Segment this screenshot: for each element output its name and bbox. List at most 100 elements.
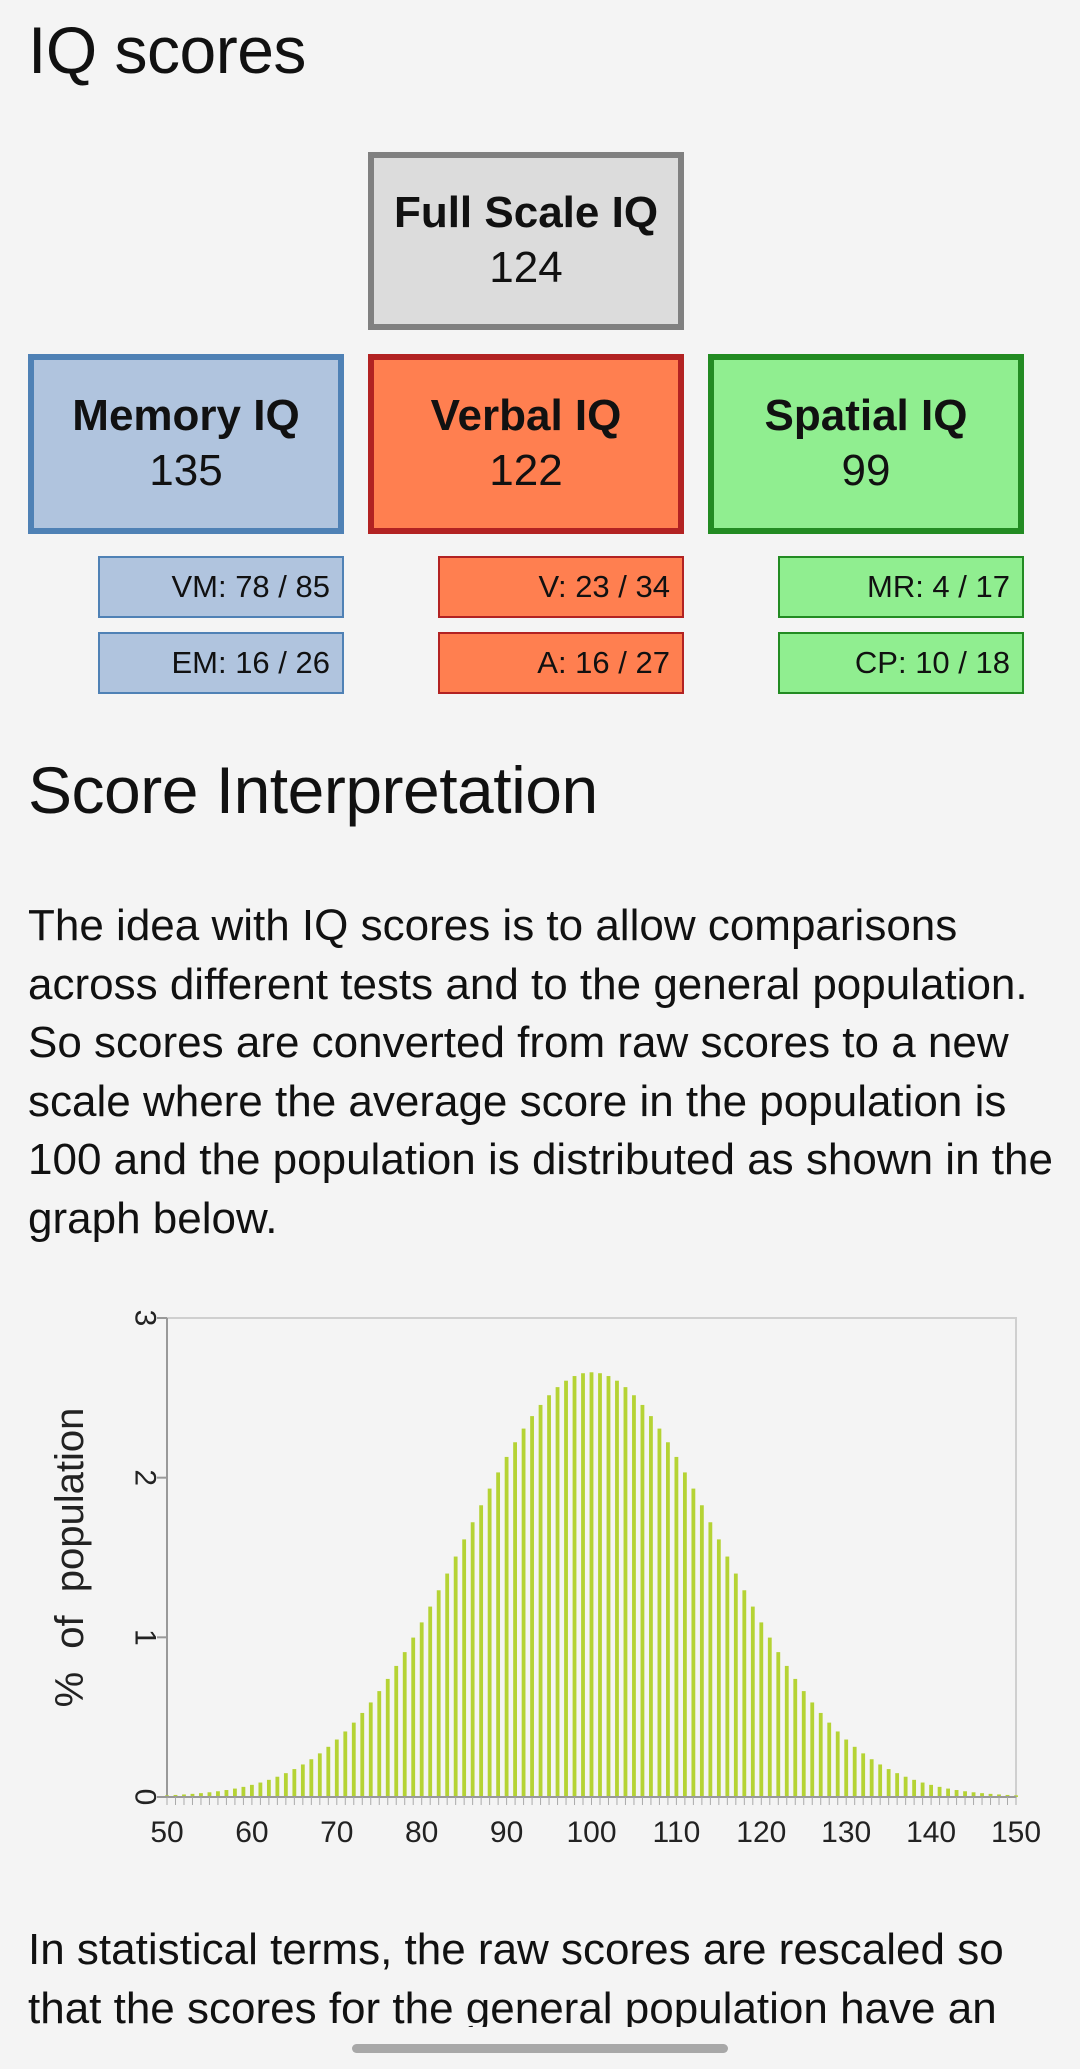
chart-bar-123	[784, 1665, 789, 1797]
chart-bar-97	[564, 1380, 568, 1797]
chart-bar-96	[555, 1387, 560, 1797]
x-tick-label: 110	[652, 1816, 700, 1849]
chart-bar-121	[767, 1637, 772, 1797]
interpretation-paragraph: The idea with IQ scores is to allow comp…	[28, 901, 1053, 1243]
chart-bar-148	[997, 1794, 1001, 1797]
chart-bar-122	[776, 1652, 781, 1797]
chart-bar-124	[793, 1678, 798, 1797]
chart-bar-126	[810, 1702, 815, 1797]
iq-distribution-chart: 50 60 70 80 90 100 110 120 130 140 150 0 1 2 3 % of pop…	[48, 1310, 1041, 1849]
chart-bar-101	[598, 1373, 602, 1797]
chart-bar-117	[733, 1573, 738, 1797]
chart-bar-125	[801, 1691, 806, 1797]
chart-bar-113	[699, 1505, 704, 1797]
chart-bar-92	[521, 1428, 526, 1797]
gesture-nav-handle[interactable]	[352, 2044, 728, 2053]
chart-bar-86	[470, 1522, 475, 1797]
chart-bar-127	[818, 1712, 823, 1797]
chart-bar-99	[581, 1373, 585, 1797]
chart-bar-129	[835, 1731, 840, 1797]
chart-bar-136	[895, 1773, 900, 1797]
subscore-v: V: 23 / 34	[438, 556, 684, 618]
chart-bar-108	[657, 1428, 662, 1797]
subscore-a: A: 16 / 27	[438, 632, 684, 694]
chart-bar-71	[343, 1731, 348, 1797]
chart-bar-91	[513, 1442, 518, 1797]
chart-bar-67	[309, 1759, 314, 1797]
chart-bar-88	[487, 1488, 492, 1797]
chart-bar-89	[496, 1472, 501, 1797]
chart-bar-135	[886, 1769, 891, 1797]
chart-bar-116	[725, 1556, 730, 1797]
x-tick-label: 100	[566, 1816, 616, 1849]
chart-bar-103	[615, 1380, 619, 1797]
chart-bar-144	[963, 1791, 967, 1797]
x-tick-label: 90	[490, 1816, 523, 1849]
chart-bar-61	[258, 1782, 263, 1797]
chart-bar-73	[360, 1712, 365, 1797]
chart-bar-141	[937, 1786, 942, 1797]
chart-bar-85	[462, 1539, 467, 1797]
chart-bar-110	[674, 1456, 679, 1797]
subscore-em: EM: 16 / 26	[98, 632, 344, 694]
chart-bar-78	[402, 1652, 407, 1797]
chart-bar-75	[377, 1691, 382, 1797]
chart-bar-93	[530, 1416, 534, 1797]
chart-bar-55	[207, 1792, 212, 1797]
chart-bar-143	[954, 1790, 959, 1797]
chart-bar-60	[249, 1784, 254, 1797]
chart-bar-100	[589, 1372, 594, 1797]
chart-bar-111	[682, 1472, 687, 1797]
chart-bar-52	[182, 1794, 186, 1797]
verbal-iq-box: Verbal IQ 122	[368, 354, 684, 534]
chart-bar-149	[1005, 1794, 1010, 1797]
chart-bar-83	[445, 1573, 450, 1797]
chart-bar-138	[912, 1779, 917, 1797]
chart-bar-145	[971, 1792, 976, 1797]
chart-bar-107	[649, 1416, 653, 1797]
chart-bar-109	[665, 1442, 670, 1797]
verbal-iq-label: Verbal IQ	[430, 391, 622, 441]
chart-bar-54	[199, 1793, 203, 1797]
verbal-iq-value: 122	[489, 445, 563, 495]
chart-bar-58	[233, 1788, 237, 1797]
x-tick-label: 70	[320, 1816, 353, 1849]
x-tick-label: 130	[821, 1816, 871, 1849]
chart-bar-64	[283, 1773, 288, 1797]
scroll-content[interactable]: IQ scores Full Scale IQ 124 Memory IQ 13…	[0, 0, 1080, 2027]
chart-bar-90	[504, 1456, 509, 1797]
chart-bar-105	[632, 1395, 636, 1797]
spatial-iq-label: Spatial IQ	[764, 391, 968, 441]
chart-bar-120	[759, 1622, 764, 1797]
chart-bar-77	[394, 1665, 399, 1797]
chart-bar-84	[453, 1556, 458, 1797]
chart-bar-74	[368, 1702, 373, 1797]
chart-bar-70	[334, 1739, 339, 1797]
chart-bar-81	[428, 1606, 433, 1797]
chart-bar-63	[275, 1776, 280, 1797]
chart-bar-147	[988, 1793, 993, 1797]
spatial-iq-value: 99	[841, 445, 891, 495]
chart-bar-106	[640, 1404, 645, 1797]
x-tick-label: 80	[405, 1816, 438, 1849]
x-tick-label: 50	[150, 1816, 183, 1849]
chart-bar-133	[869, 1759, 874, 1797]
chart-bar-128	[827, 1722, 832, 1797]
chart-bar-132	[861, 1753, 866, 1797]
chart-bar-114	[708, 1522, 713, 1797]
y-axis-label: % of population	[48, 1408, 92, 1708]
chart-bar-115	[716, 1539, 721, 1797]
chart-bar-104	[623, 1387, 628, 1797]
chart-bar-134	[878, 1764, 883, 1797]
y-tick-label: 3	[129, 1310, 162, 1327]
chart-bar-82	[436, 1590, 441, 1797]
full-scale-iq-box: Full Scale IQ 124	[368, 152, 684, 330]
chart-bar-118	[742, 1590, 747, 1797]
chart-bar-69	[326, 1746, 331, 1797]
chart-bar-137	[903, 1776, 908, 1797]
statistics-paragraph: In statistical terms, the raw scores are…	[28, 1925, 1004, 2027]
chart-bar-98	[572, 1376, 577, 1797]
chart-bar-119	[750, 1606, 755, 1797]
chart-bar-56	[216, 1791, 220, 1797]
subscore-cp: CP: 10 / 18	[778, 632, 1024, 694]
